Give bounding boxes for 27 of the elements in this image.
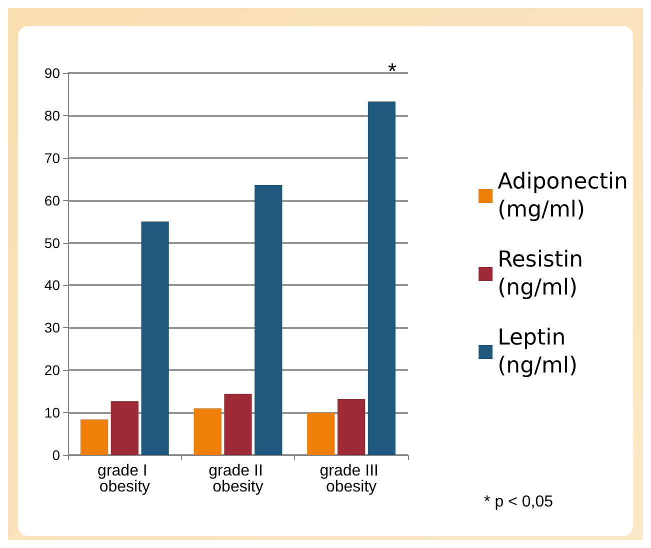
bar bbox=[224, 394, 252, 455]
y-tick-label: 30 bbox=[44, 320, 60, 336]
legend-label: Leptin (ng/ml) bbox=[498, 326, 578, 378]
bar bbox=[307, 412, 335, 455]
text: * p < 0,05 bbox=[484, 494, 554, 510]
bar bbox=[338, 398, 366, 455]
y-tick-label: 70 bbox=[44, 150, 60, 166]
y-tick-label: 80 bbox=[44, 107, 60, 124]
bar bbox=[368, 101, 396, 455]
y-tick-label: 50 bbox=[44, 234, 60, 251]
y-tick-label: 0 bbox=[52, 447, 60, 463]
y-tick-label: 40 bbox=[44, 277, 60, 294]
bar bbox=[254, 185, 282, 455]
bar bbox=[110, 401, 138, 455]
bar bbox=[141, 222, 169, 455]
bar bbox=[80, 419, 108, 455]
annotation: * bbox=[388, 58, 397, 84]
y-tick-label: 10 bbox=[44, 404, 60, 421]
x-tick-label: grade II obesity bbox=[208, 462, 268, 496]
x-tick-label: grade I obesity bbox=[98, 462, 152, 496]
y-tick-label: 20 bbox=[44, 362, 60, 378]
y-tick-label: 60 bbox=[44, 192, 60, 208]
x-tick-label: grade III obesity bbox=[320, 462, 383, 496]
legend-label: Resistin (ng/ml) bbox=[498, 248, 584, 300]
bar bbox=[194, 408, 222, 455]
legend-label: Adiponectin (mg/ml) bbox=[498, 170, 628, 222]
y-tick-label: 90 bbox=[44, 65, 60, 81]
